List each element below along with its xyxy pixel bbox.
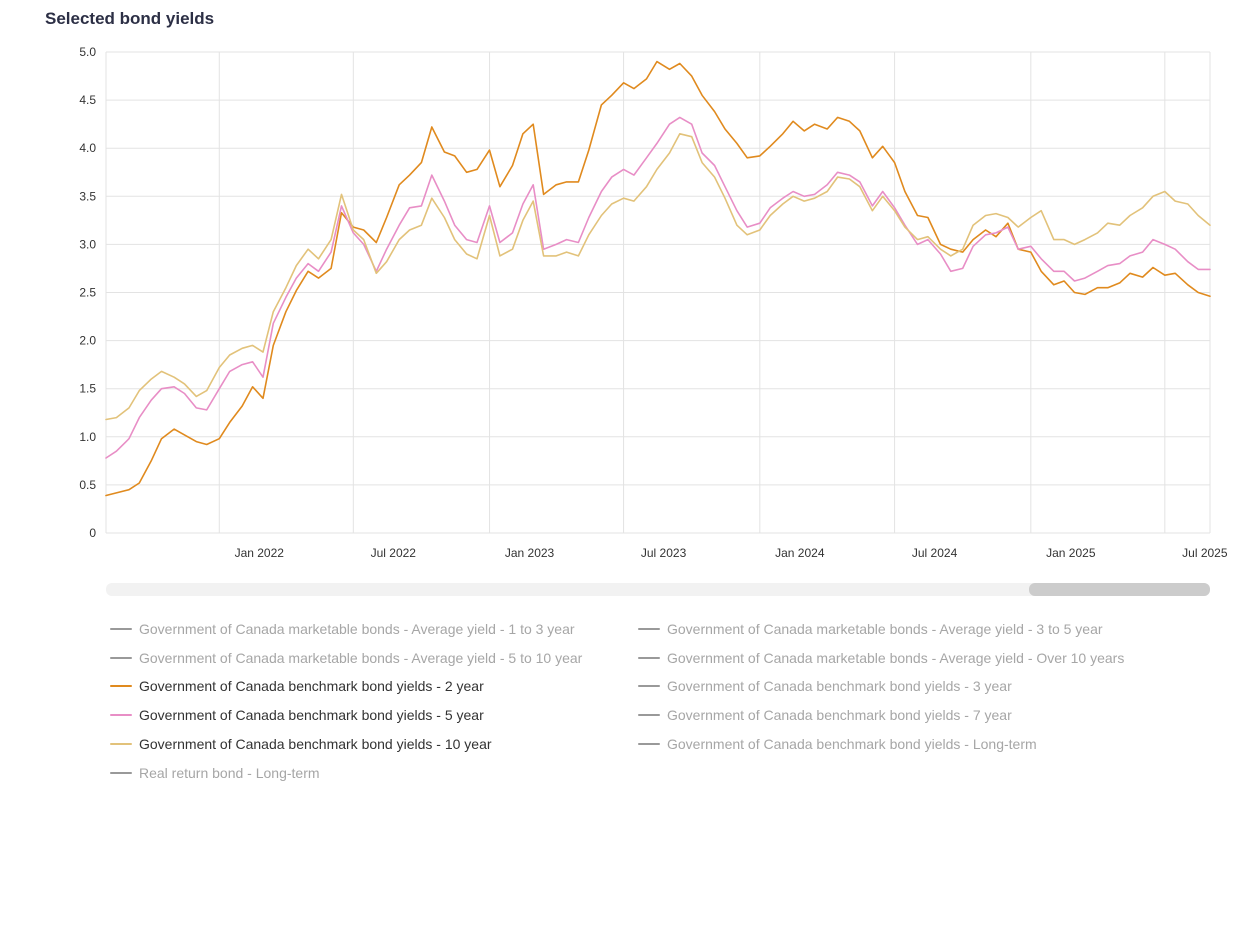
y-axis-ticks: 0 0.5 1.0 1.5 2.0 2.5 3.0 3.5 4.0 4.5 5.0 bbox=[79, 45, 96, 540]
x-axis-ticks: Jan 2022 Jul 2022 Jan 2023 Jul 2023 Jan 2024… bbox=[235, 546, 1228, 560]
legend-label: Government of Canada marketable bonds - … bbox=[667, 649, 1125, 666]
y-tick-label: 0 bbox=[89, 526, 96, 540]
legend-item[interactable]: Real return bond - Long-term bbox=[110, 763, 320, 783]
series-line-1[interactable] bbox=[105, 60, 1211, 497]
series-line-2[interactable] bbox=[105, 116, 1211, 459]
legend-item[interactable]: Government of Canada marketable bonds - … bbox=[110, 648, 582, 668]
legend-swatch-icon bbox=[638, 714, 660, 717]
legend-swatch-icon bbox=[638, 685, 660, 688]
legend-label: Government of Canada benchmark bond yiel… bbox=[139, 707, 484, 724]
series-line-3[interactable] bbox=[105, 133, 1211, 421]
grid-lines bbox=[105, 51, 1211, 534]
x-tick-label: Jan 2023 bbox=[505, 546, 555, 560]
legend-label: Government of Canada benchmark bond yiel… bbox=[667, 678, 1012, 695]
legend-label: Government of Canada marketable bonds - … bbox=[667, 621, 1103, 637]
legend-swatch-icon bbox=[110, 714, 132, 717]
legend-label: Government of Canada benchmark bond yiel… bbox=[139, 735, 492, 752]
y-tick-label: 1.0 bbox=[79, 430, 96, 444]
y-tick-label: 1.5 bbox=[79, 382, 96, 396]
legend-label: Government of Canada benchmark bond yiel… bbox=[667, 707, 1012, 724]
x-tick-label: Jul 2022 bbox=[371, 546, 417, 560]
legend-swatch-icon bbox=[638, 628, 660, 630]
series-lines[interactable] bbox=[105, 60, 1211, 497]
legend-label: Government of Canada marketable bonds - … bbox=[139, 621, 575, 637]
y-tick-label: 4.0 bbox=[79, 141, 96, 155]
y-tick-label: 5.0 bbox=[79, 45, 96, 59]
legend-item[interactable]: Government of Canada benchmark bond yiel… bbox=[110, 705, 484, 725]
x-tick-label: Jan 2024 bbox=[775, 546, 825, 560]
x-tick-label: Jul 2023 bbox=[641, 546, 687, 560]
chart-scrollbar-track[interactable] bbox=[106, 583, 1210, 596]
legend-swatch-icon bbox=[110, 685, 132, 688]
legend-swatch-icon bbox=[638, 742, 660, 745]
legend-swatch-icon bbox=[638, 656, 660, 659]
legend-swatch-icon bbox=[110, 628, 132, 630]
legend-label: Government of Canada benchmark bond yiel… bbox=[667, 735, 1037, 752]
legend-item[interactable]: Government of Canada benchmark bond yiel… bbox=[638, 676, 1012, 696]
legend-label: Real return bond - Long-term bbox=[139, 764, 320, 781]
legend-item[interactable]: Government of Canada benchmark bond yiel… bbox=[638, 734, 1037, 754]
legend-swatch-icon bbox=[110, 771, 132, 774]
legend-swatch-icon bbox=[110, 742, 132, 745]
x-tick-label: Jan 2022 bbox=[235, 546, 285, 560]
x-tick-label: Jan 2025 bbox=[1046, 546, 1096, 560]
chart-scrollbar-thumb[interactable] bbox=[1029, 583, 1210, 596]
y-tick-label: 3.5 bbox=[79, 189, 96, 203]
y-tick-label: 3.0 bbox=[79, 237, 96, 251]
y-tick-label: 2.0 bbox=[79, 334, 96, 348]
line-chart: 0 0.5 1.0 1.5 2.0 2.5 3.0 3.5 4.0 4.5 5.0 Jan 2022… bbox=[79, 45, 1228, 560]
legend-item[interactable]: Government of Canada benchmark bond yiel… bbox=[638, 705, 1012, 725]
y-tick-label: 0.5 bbox=[79, 478, 96, 492]
legend-label: Government of Canada benchmark bond yiel… bbox=[139, 678, 484, 695]
legend-item[interactable]: Government of Canada benchmark bond yiel… bbox=[110, 734, 492, 754]
x-tick-label: Jul 2024 bbox=[912, 546, 958, 560]
legend-item[interactable]: Government of Canada benchmark bond yiel… bbox=[110, 676, 484, 696]
legend-item[interactable]: Government of Canada marketable bonds - … bbox=[638, 619, 1103, 639]
y-tick-label: 2.5 bbox=[79, 286, 96, 300]
x-tick-label: Jul 2025 bbox=[1182, 546, 1228, 560]
chart-title: Selected bond yields bbox=[45, 9, 215, 28]
legend-item[interactable]: Government of Canada marketable bonds - … bbox=[638, 648, 1124, 668]
y-tick-label: 4.5 bbox=[79, 93, 96, 107]
legend-swatch-icon bbox=[110, 656, 132, 659]
legend-item[interactable]: Government of Canada marketable bonds - … bbox=[110, 619, 575, 639]
legend-label: Government of Canada marketable bonds - … bbox=[139, 649, 583, 666]
